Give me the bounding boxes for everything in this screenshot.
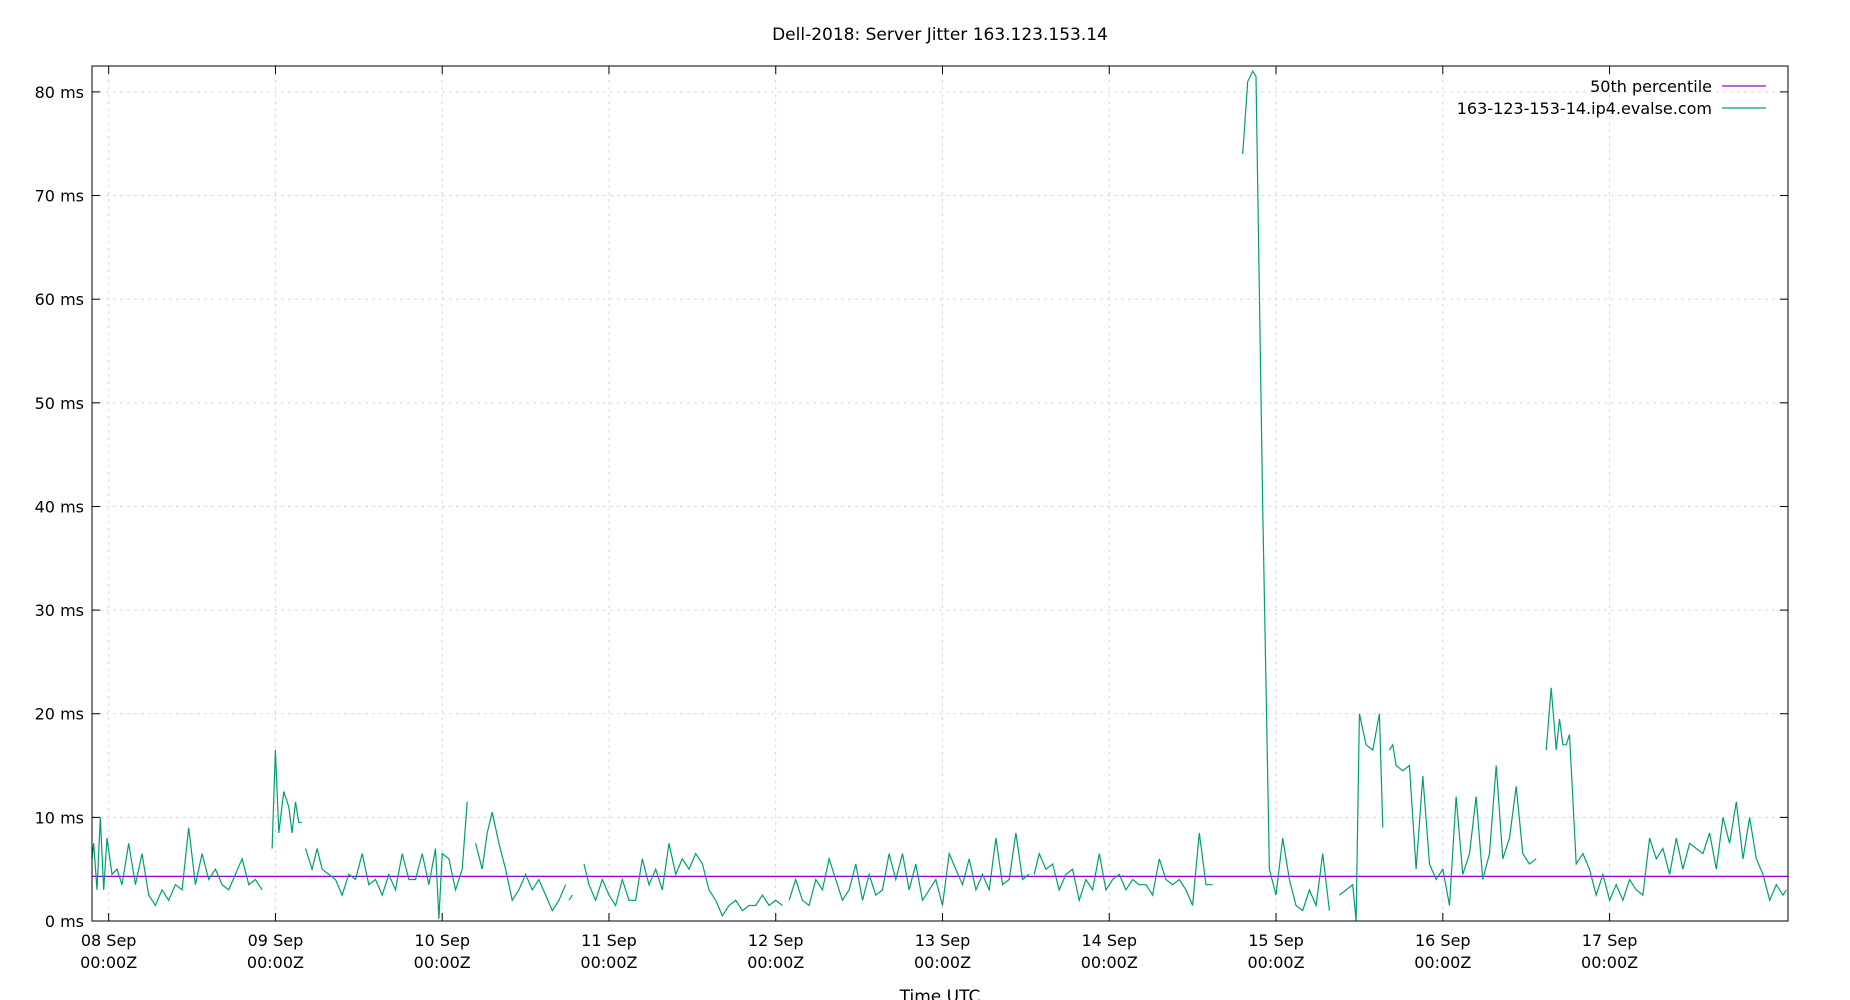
x-tick-label-date: 09 Sep (248, 931, 304, 950)
plot-series (91, 69, 1788, 922)
y-tick-label: 30 ms (35, 601, 84, 620)
jitter-series-line (568, 894, 573, 901)
legend: 50th percentile 163-123-153-14.ip4.evalse… (1457, 77, 1766, 118)
grid-lines (92, 66, 1788, 921)
y-tick-label: 50 ms (35, 394, 84, 413)
x-tick-label-time: 00:00Z (247, 953, 304, 972)
x-tick-label-date: 08 Sep (81, 931, 137, 950)
x-tick-label-time: 00:00Z (914, 953, 971, 972)
x-tick-label-time: 00:00Z (1414, 953, 1471, 972)
jitter-series-line (788, 832, 1030, 907)
y-tick-label: 20 ms (35, 705, 84, 724)
plot-frame (91, 65, 1789, 922)
jitter-series-line (91, 817, 263, 907)
chart-title: Dell-2018: Server Jitter 163.123.153.14 (772, 25, 1108, 45)
y-tick-label: 10 ms (35, 808, 84, 827)
axis-ticks: 0 ms 10 ms 20 ms 30 ms 40 ms 50 ms 60 ms 70 ms 8… (35, 66, 1788, 972)
jitter-series-line (1545, 687, 1787, 903)
y-tick-label: 70 ms (35, 187, 84, 206)
x-tick-label-time: 00:00Z (747, 953, 804, 972)
jitter-series-line (1388, 743, 1537, 906)
legend-entry-label: 50th percentile (1590, 77, 1712, 96)
y-tick-label: 80 ms (35, 83, 84, 102)
y-tick-label: 40 ms (35, 497, 84, 516)
x-tick-label-date: 12 Sep (748, 931, 804, 950)
jitter-series-line (1339, 713, 1384, 922)
x-tick-label-date: 15 Sep (1248, 931, 1304, 950)
x-tick-label-date: 13 Sep (915, 931, 971, 950)
jitter-series-line (304, 801, 468, 919)
x-tick-label-date: 17 Sep (1582, 931, 1638, 950)
x-tick-label-time: 00:00Z (1581, 953, 1638, 972)
jitter-series-line (475, 812, 567, 912)
x-tick-label-date: 14 Sep (1081, 931, 1137, 950)
x-tick-label-time: 00:00Z (414, 953, 471, 972)
x-tick-label-date: 16 Sep (1415, 931, 1471, 950)
legend-entry-label: 163-123-153-14.ip4.evalse.com (1457, 99, 1712, 118)
x-tick-label-time: 00:00Z (1081, 953, 1138, 972)
x-tick-label-time: 00:00Z (80, 953, 137, 972)
y-tick-label: 60 ms (35, 290, 84, 309)
jitter-series-line (271, 749, 303, 849)
jitter-series-line (1033, 832, 1213, 906)
x-axis-label: Time UTC (899, 987, 981, 1000)
x-tick-label-date: 11 Sep (581, 931, 637, 950)
x-tick-label-time: 00:00Z (1247, 953, 1304, 972)
x-tick-label-time: 00:00Z (580, 953, 637, 972)
x-tick-label-date: 10 Sep (414, 931, 470, 950)
jitter-series-line (1242, 69, 1330, 912)
jitter-series-line (583, 843, 783, 918)
y-tick-label: 0 ms (45, 912, 84, 931)
